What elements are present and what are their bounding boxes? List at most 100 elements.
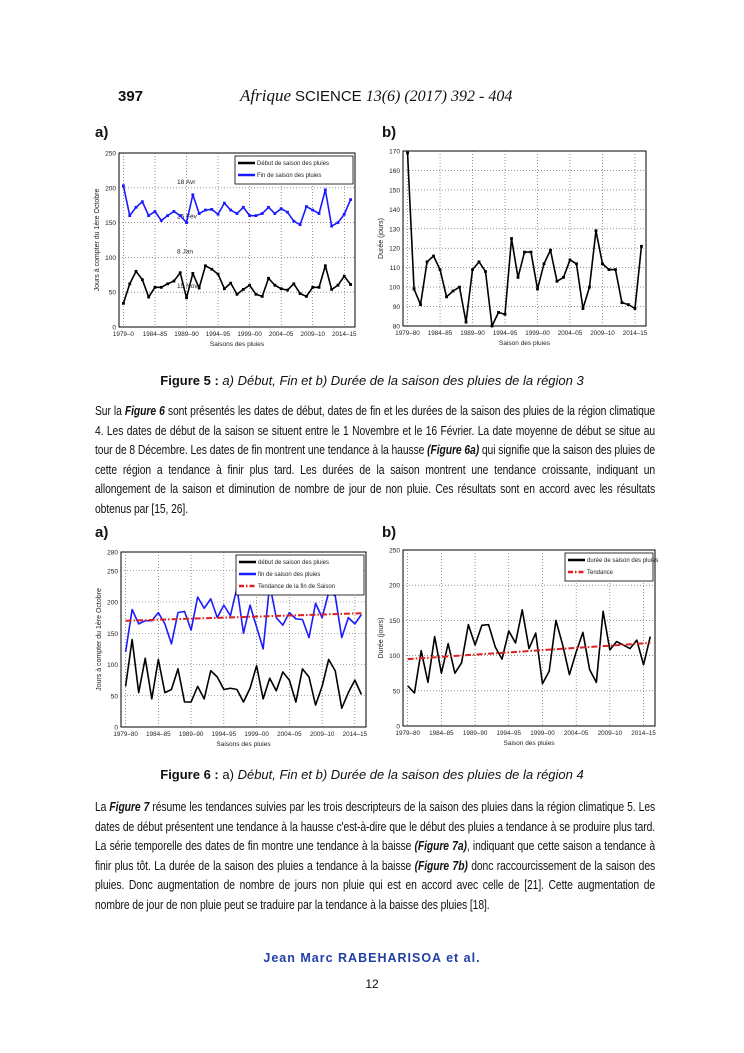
data-point bbox=[458, 285, 461, 289]
data-point bbox=[601, 262, 604, 266]
data-point bbox=[286, 210, 289, 214]
chart-fig5a: 0 50 100 150 200 250 1979–0 1984–85 1989–90 1994–… bbox=[94, 151, 357, 349]
data-point bbox=[336, 283, 340, 287]
y-tick-label: 50 bbox=[111, 693, 119, 700]
data-point bbox=[516, 275, 520, 279]
journal-name-italic: Afrique bbox=[240, 86, 291, 105]
legend-entry: Début de saison des pluies bbox=[257, 161, 329, 167]
series-line-dur-e-de-saison-des-pluies bbox=[407, 609, 652, 694]
data-point bbox=[445, 295, 448, 299]
annotation: 15 Nov bbox=[177, 283, 198, 290]
text: La bbox=[95, 800, 110, 814]
x-tick-label: 2014–15 bbox=[343, 731, 368, 738]
series-line-d-but-de-saison-des-pluies bbox=[124, 638, 363, 710]
data-point bbox=[273, 212, 277, 215]
data-point bbox=[607, 268, 611, 272]
y-tick-label: 150 bbox=[389, 618, 400, 625]
data-point bbox=[323, 188, 327, 192]
data-point bbox=[147, 214, 151, 218]
y-tick-label: 150 bbox=[107, 631, 118, 638]
x-tick-label: 2014–15 bbox=[623, 330, 648, 337]
data-point bbox=[172, 210, 176, 213]
y-tick-label: 160 bbox=[389, 168, 400, 175]
y-tick-label: 0 bbox=[112, 325, 116, 332]
chart-fig6a: 0 50 100 150 200 250 280 1979–80 1984–85 1989–90 1… bbox=[96, 550, 368, 749]
y-tick-label: 50 bbox=[393, 688, 401, 695]
x-axis-label: Saison des pluies bbox=[504, 740, 556, 747]
x-tick-label: 1979–80 bbox=[395, 330, 420, 337]
data-point bbox=[349, 283, 352, 286]
legend-entry: début de saison des pluies bbox=[258, 560, 329, 566]
data-point bbox=[477, 260, 481, 264]
legend-entry: Fin de saison des pluies bbox=[257, 173, 321, 179]
paragraph-1: Sur la Figure 6 sont présentés les dates… bbox=[95, 402, 655, 519]
legend-box bbox=[235, 554, 365, 596]
data-point bbox=[568, 258, 572, 262]
data-point bbox=[254, 292, 258, 296]
y-tick-label: 250 bbox=[107, 568, 118, 575]
data-point bbox=[134, 205, 138, 209]
data-point bbox=[620, 301, 624, 305]
legend-box bbox=[234, 155, 354, 185]
data-point bbox=[197, 286, 201, 290]
x-axis-label: Saisons des pluies bbox=[210, 341, 265, 348]
figure-ref: Figure 6 bbox=[124, 404, 165, 418]
y-axis-label: Durée (jours) bbox=[378, 618, 385, 659]
data-point bbox=[140, 200, 144, 204]
data-point bbox=[317, 212, 321, 215]
journal-header: Afrique SCIENCE 13(6) (2017) 392 - 404 bbox=[240, 86, 512, 106]
y-tick-label: 0 bbox=[114, 725, 118, 732]
x-tick-label: 2014–15 bbox=[332, 331, 357, 338]
data-point bbox=[216, 212, 220, 216]
figure-ref: (Figure 7a) bbox=[414, 839, 467, 853]
data-point bbox=[185, 221, 188, 224]
text: qui signifie que la saison des pluies de… bbox=[95, 443, 656, 516]
data-point bbox=[178, 271, 182, 275]
data-point bbox=[191, 193, 195, 197]
y-tick-label: 140 bbox=[389, 207, 400, 214]
x-tick-label: 1979–0 bbox=[113, 331, 135, 338]
x-tick-label: 1999–00 bbox=[237, 331, 262, 338]
data-point bbox=[267, 276, 270, 280]
y-axis-label: Jours à compter du 1ère Octobre bbox=[96, 588, 103, 691]
data-point bbox=[248, 283, 252, 287]
x-tick-label: 1999–00 bbox=[530, 730, 555, 737]
data-point bbox=[330, 288, 334, 291]
data-point bbox=[279, 207, 283, 211]
x-tick-label: 1979–80 bbox=[395, 730, 420, 737]
data-point bbox=[260, 294, 264, 298]
data-point bbox=[614, 268, 617, 272]
data-point bbox=[166, 282, 169, 286]
data-point bbox=[588, 285, 591, 289]
legend-entry: durée de saison des pluies bbox=[587, 558, 658, 564]
data-point bbox=[128, 282, 132, 286]
plot-frame bbox=[402, 150, 647, 327]
series-line-tendance-de-la-fin-de-saison bbox=[125, 612, 362, 622]
data-point bbox=[464, 320, 468, 324]
data-point bbox=[122, 184, 125, 188]
legend-box bbox=[564, 552, 654, 582]
fig5b-label: b) bbox=[382, 124, 397, 141]
x-tick-label: 1999–00 bbox=[525, 330, 550, 337]
journal-name-caps: SCIENCE bbox=[295, 88, 362, 105]
chart-fig6b: 0 50 100 150 200 250 1979–80 1984–85 1989–90 1994… bbox=[378, 548, 658, 748]
data-point bbox=[153, 210, 157, 213]
figure6-caption-text: Début, Fin et b) Durée de la saison des … bbox=[237, 767, 584, 782]
data-point bbox=[627, 303, 630, 307]
data-point bbox=[279, 287, 283, 291]
data-point bbox=[298, 292, 302, 295]
data-point bbox=[292, 219, 296, 223]
data-point bbox=[542, 262, 546, 266]
data-point bbox=[197, 212, 201, 215]
data-point bbox=[406, 151, 409, 155]
data-point bbox=[134, 269, 138, 273]
y-tick-label: 100 bbox=[105, 255, 116, 262]
y-tick-label: 200 bbox=[105, 185, 116, 192]
y-tick-label: 200 bbox=[389, 583, 400, 590]
x-axis-label: Saison des pluies bbox=[499, 340, 551, 347]
data-point bbox=[122, 301, 125, 305]
series-line-fin-de-saison-des-pluies bbox=[124, 583, 363, 653]
footer-page-number: 12 bbox=[365, 977, 379, 991]
page-number: 397 bbox=[118, 88, 144, 105]
